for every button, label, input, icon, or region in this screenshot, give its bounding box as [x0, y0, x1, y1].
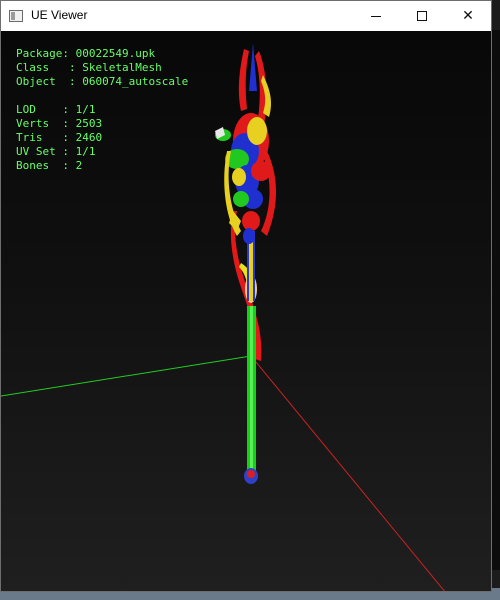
bones-value: 2: [76, 159, 83, 172]
3d-viewport[interactable]: Package: 00022549.upk Class : SkeletalMe…: [1, 31, 491, 591]
maximize-icon: [417, 11, 427, 21]
package-label: Package: [16, 47, 62, 60]
info-spacer: [16, 89, 188, 103]
y-axis-line: [1, 356, 251, 396]
class-label: Class: [16, 61, 49, 74]
close-icon: ✕: [462, 8, 474, 24]
tris-value: 2460: [76, 131, 103, 144]
app-window-icon: [9, 10, 23, 22]
object-label: Object: [16, 75, 56, 88]
bones-label: Bones: [16, 159, 49, 172]
object-value: 060074_autoscale: [82, 75, 188, 88]
verts-value: 2503: [76, 117, 103, 130]
uvset-row: UV Set : 1/1: [16, 145, 188, 159]
verts-label: Verts: [16, 117, 49, 130]
ue-viewer-window: UE Viewer ✕: [0, 0, 492, 592]
x-axis-line: [251, 356, 446, 591]
verts-row: Verts : 2503: [16, 117, 188, 131]
tris-label: Tris: [16, 131, 43, 144]
lod-value: 1/1: [76, 103, 96, 116]
minimize-button[interactable]: [353, 1, 399, 31]
uvset-label: UV Set: [16, 145, 56, 158]
mesh-info-panel: Package: 00022549.upk Class : SkeletalMe…: [16, 47, 188, 173]
class-value: SkeletalMesh: [82, 61, 161, 74]
bones-row: Bones : 2: [16, 159, 188, 173]
close-button[interactable]: ✕: [445, 1, 491, 31]
package-value: 00022549.upk: [76, 47, 155, 60]
tris-row: Tris : 2460: [16, 131, 188, 145]
maximize-button[interactable]: [399, 1, 445, 31]
object-row: Object : 060074_autoscale: [16, 75, 188, 89]
window-title: UE Viewer: [31, 8, 87, 22]
lod-row: LOD : 1/1: [16, 103, 188, 117]
lod-label: LOD: [16, 103, 36, 116]
minimize-icon: [371, 16, 381, 17]
skeletal-mesh-model: [215, 43, 276, 484]
class-row: Class : SkeletalMesh: [16, 61, 188, 75]
title-bar[interactable]: UE Viewer ✕: [1, 1, 491, 31]
uvset-value: 1/1: [76, 145, 96, 158]
package-row: Package: 00022549.upk: [16, 47, 188, 61]
